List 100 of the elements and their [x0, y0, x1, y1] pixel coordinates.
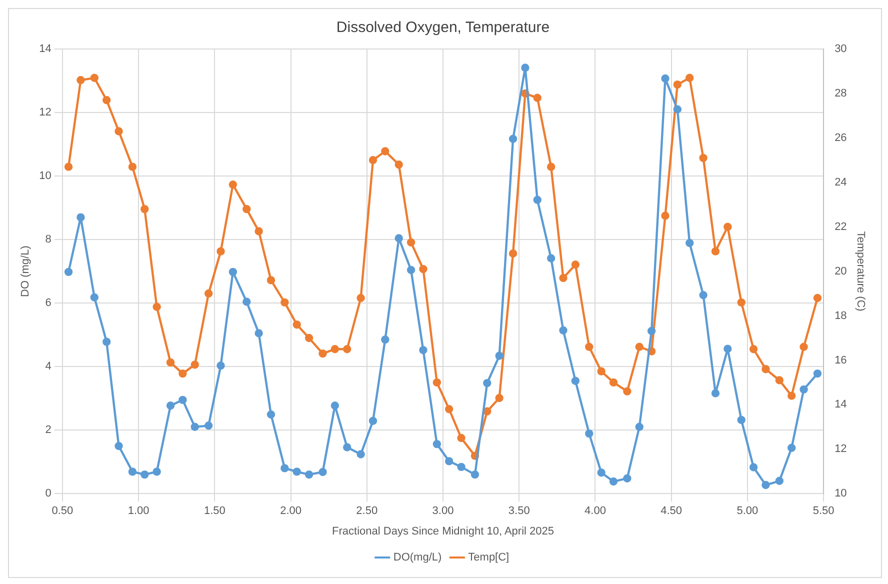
x-tick-label: 2.00: [280, 505, 302, 518]
point: [699, 154, 708, 162]
y-tick-label: 0: [45, 488, 52, 500]
point: [635, 422, 644, 432]
point: [343, 443, 352, 452]
point: [571, 260, 580, 269]
point: [368, 156, 378, 164]
y2-tick-label: 18: [834, 310, 847, 322]
point: [432, 378, 442, 387]
point: [266, 276, 276, 284]
point: [64, 162, 73, 171]
y2-tick-label: 16: [834, 354, 847, 366]
point: [114, 127, 123, 136]
point: [508, 134, 518, 143]
x-tick-label: 4.50: [660, 505, 682, 518]
point: [533, 196, 542, 204]
y-tick-label: 10: [39, 170, 52, 182]
point: [749, 345, 758, 354]
y-tick-label: 4: [45, 360, 52, 373]
point: [254, 227, 263, 236]
point: [152, 302, 161, 311]
point: [343, 345, 352, 354]
point: [242, 298, 251, 306]
point: [204, 289, 213, 298]
point: [686, 74, 694, 82]
point: [102, 96, 111, 104]
y2-tick-label: 12: [834, 443, 847, 456]
point: [623, 474, 632, 482]
point: [483, 378, 492, 388]
point: [724, 344, 732, 353]
point: [762, 365, 770, 374]
point: [559, 274, 568, 282]
point: [597, 468, 606, 477]
point: [318, 468, 327, 476]
point: [128, 162, 137, 171]
point: [585, 429, 594, 438]
point: [609, 378, 618, 387]
point: [546, 254, 556, 262]
point: [457, 462, 466, 472]
point: [242, 204, 251, 214]
point: [406, 238, 416, 246]
x-tick-label: 1.00: [128, 505, 150, 518]
point: [280, 298, 289, 307]
point: [521, 64, 530, 72]
point: [609, 477, 618, 486]
point: [800, 385, 808, 394]
point: [190, 422, 199, 432]
point: [304, 334, 314, 342]
point: [228, 180, 238, 189]
y2-tick-label: 10: [834, 488, 847, 500]
point: [457, 434, 466, 442]
point: [90, 293, 99, 302]
point: [190, 360, 199, 369]
point: [571, 376, 580, 385]
point: [444, 405, 454, 414]
x-tick-label: 2.50: [356, 505, 378, 518]
point: [381, 147, 390, 156]
point: [432, 440, 442, 448]
point: [280, 464, 289, 472]
point: [318, 349, 327, 358]
point: [597, 367, 606, 376]
point: [204, 422, 213, 430]
point: [508, 249, 518, 258]
point: [254, 329, 263, 338]
x-tick-label: 4.00: [584, 505, 606, 518]
y2-tick-label: 20: [834, 265, 847, 278]
point: [140, 204, 149, 214]
point: [64, 268, 73, 276]
point: [483, 407, 492, 416]
point: [673, 105, 682, 114]
point: [90, 74, 99, 82]
point: [166, 358, 175, 367]
point: [749, 463, 758, 472]
point: [292, 320, 301, 329]
y-tick-label: 12: [39, 106, 52, 119]
point: [178, 396, 187, 404]
point: [178, 369, 187, 378]
point: [114, 442, 123, 450]
x-tick-label: 5.50: [812, 505, 834, 518]
point: [266, 410, 276, 419]
point: [737, 298, 746, 307]
point: [737, 416, 746, 424]
point: [661, 74, 670, 83]
point: [140, 470, 149, 479]
point: [394, 234, 403, 242]
y-tick-label: 8: [45, 234, 52, 246]
point: [800, 342, 808, 351]
point: [368, 416, 378, 425]
y2-tick-label: 24: [834, 176, 847, 188]
point: [128, 468, 137, 476]
point: [699, 291, 708, 300]
point: [724, 222, 732, 231]
point: [623, 387, 632, 396]
point: [356, 450, 365, 458]
point: [775, 476, 784, 485]
point: [762, 480, 770, 490]
y-tick-label: 6: [45, 297, 52, 310]
y2-tick-label: 22: [834, 220, 847, 233]
point: [228, 268, 238, 276]
point: [559, 326, 568, 334]
